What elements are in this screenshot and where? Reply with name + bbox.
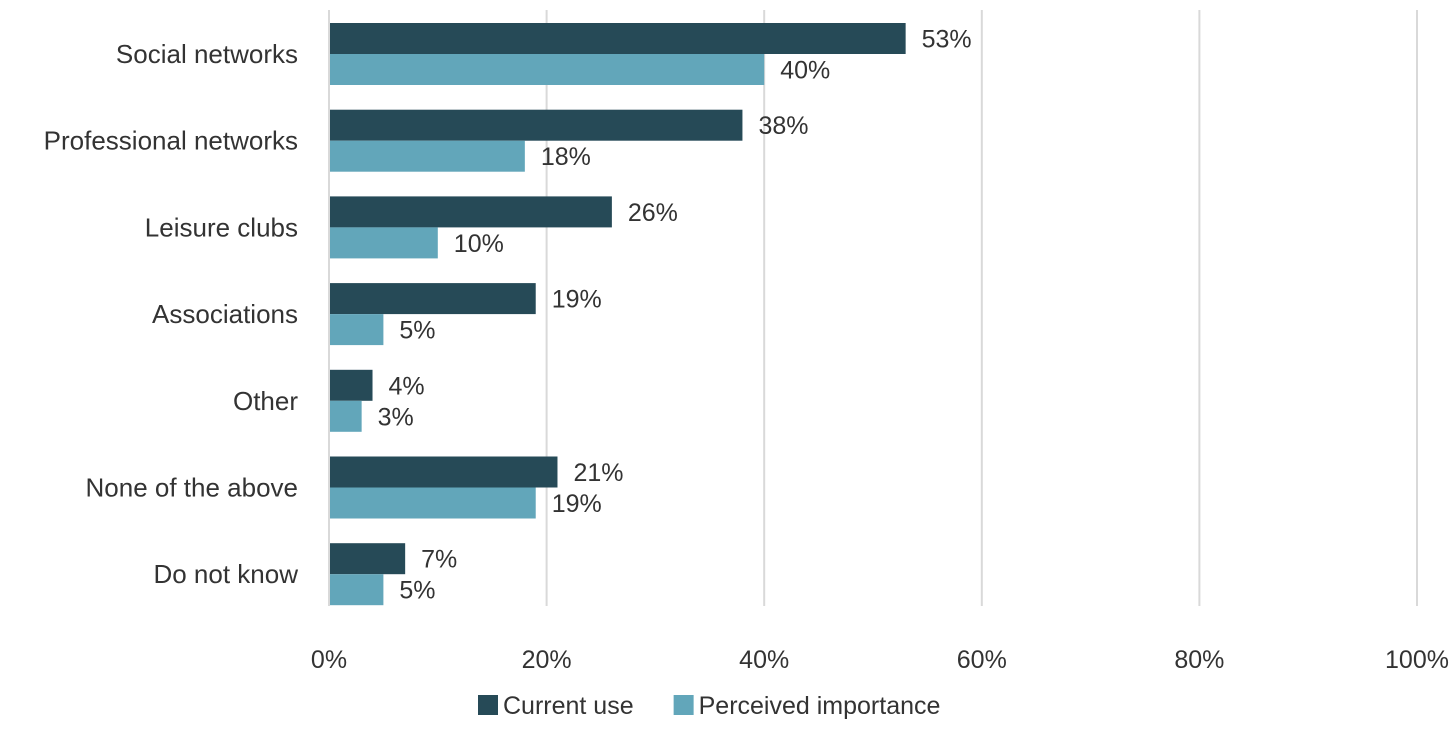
data-label: 10%: [454, 230, 504, 258]
data-label: 19%: [552, 286, 602, 314]
bar-current-use: [329, 543, 406, 575]
legend-label: Current use: [503, 692, 634, 720]
data-label: 3%: [378, 403, 414, 431]
bar-current-use: [329, 456, 558, 488]
category-label: None of the above: [86, 473, 299, 503]
category-label: Leisure clubs: [145, 212, 298, 242]
x-tick-label: 20%: [522, 646, 572, 674]
data-label: 5%: [399, 577, 435, 605]
category-label: Associations: [152, 299, 298, 329]
bar-current-use: [329, 369, 373, 401]
data-label: 40%: [780, 57, 830, 85]
bar-perceived-importance: [329, 400, 362, 432]
x-tick-label: 60%: [957, 646, 1007, 674]
data-label: 4%: [389, 372, 425, 400]
x-tick-label: 0%: [311, 646, 347, 674]
bar-perceived-importance: [329, 314, 384, 346]
data-label: 7%: [421, 546, 457, 574]
data-label: 19%: [552, 490, 602, 518]
bar-perceived-importance: [329, 487, 536, 519]
bar-perceived-importance: [329, 54, 765, 85]
bar-current-use: [329, 23, 906, 54]
category-label: Social networks: [116, 39, 298, 69]
data-label: 18%: [541, 143, 591, 171]
x-tick-label: 80%: [1174, 646, 1224, 674]
data-label: 26%: [628, 199, 678, 227]
bar-current-use: [329, 283, 536, 315]
category-label: Other: [233, 386, 298, 416]
bar-current-use: [329, 196, 612, 228]
x-tick-label: 100%: [1385, 646, 1449, 674]
bar-current-use: [329, 109, 743, 141]
x-tick-label: 40%: [739, 646, 789, 674]
legend-swatch-current-use: [478, 695, 498, 715]
category-label: Do not know: [153, 559, 298, 589]
data-label: 38%: [758, 112, 808, 140]
data-label: 5%: [399, 317, 435, 345]
data-label: 21%: [573, 459, 623, 487]
data-label: 53%: [922, 26, 972, 54]
legend-label: Perceived importance: [699, 692, 941, 720]
bar-perceived-importance: [329, 574, 384, 606]
bar-perceived-importance: [329, 140, 525, 172]
category-label: Professional networks: [44, 126, 298, 156]
bar-perceived-importance: [329, 227, 438, 259]
legend-swatch-perceived-importance: [673, 695, 694, 715]
